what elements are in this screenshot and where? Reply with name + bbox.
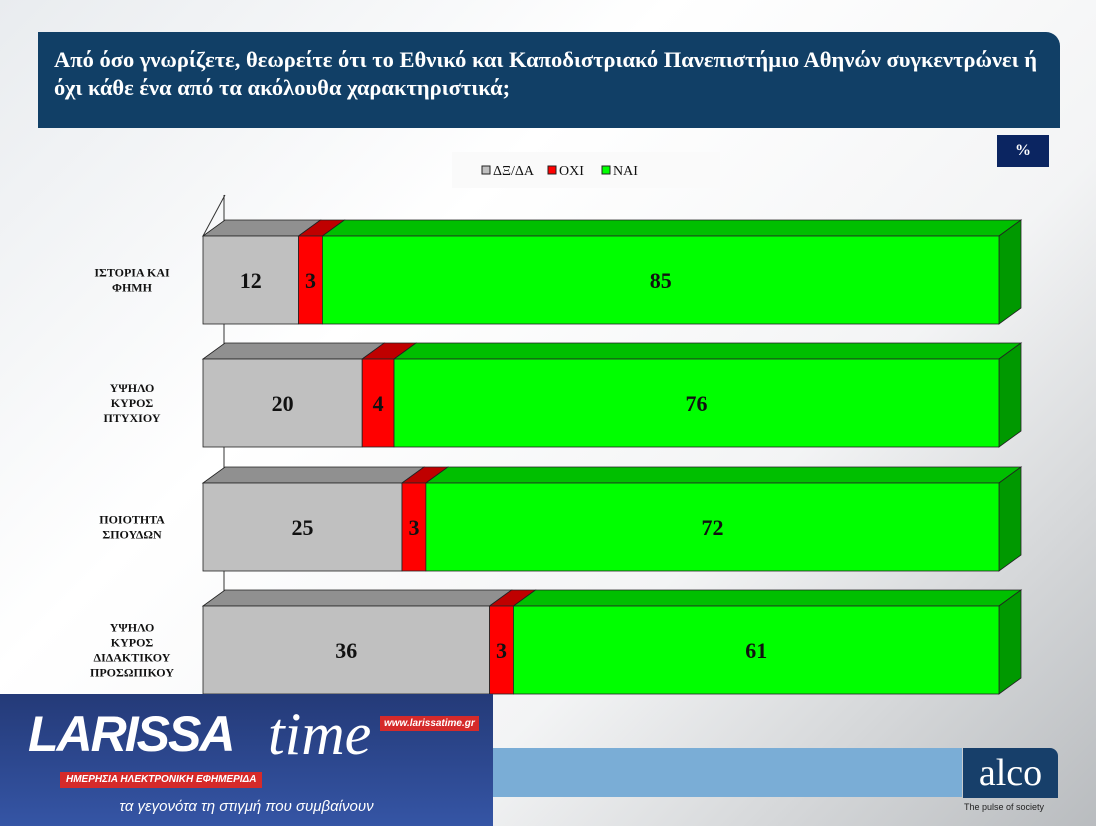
bar-side-face xyxy=(998,466,1022,572)
data-label: 72 xyxy=(701,515,723,540)
legend-swatch xyxy=(481,165,491,175)
unit-badge: % xyxy=(997,135,1049,167)
bar-top-face xyxy=(512,589,1023,607)
bars: 12 3 85 20 4 76 25 3 72 36 3 61 xyxy=(201,219,1023,695)
bar-top-face xyxy=(201,589,513,607)
category-label: ΥΨΗΛΟ xyxy=(110,621,155,635)
legend-swatch xyxy=(547,165,557,175)
bar-segment xyxy=(202,358,363,448)
bar-segment xyxy=(202,605,490,695)
bar-top-face xyxy=(321,219,1023,237)
logo-text: LARISSA xyxy=(28,706,235,762)
data-label: 36 xyxy=(335,638,357,663)
logo-url[interactable]: www.larissatime.gr xyxy=(380,716,479,731)
alco-tagline: The pulse of society xyxy=(964,802,1045,812)
bar-segment xyxy=(321,235,1000,325)
category-label: ΚΥΡΟΣ xyxy=(111,636,154,650)
footer-band xyxy=(492,748,962,797)
larissatime-logo: LARISSA time www.larissatime.gr ΗΜΕΡΗΣΙΑ… xyxy=(0,694,493,826)
bar-top-face xyxy=(201,342,386,360)
category-label: ΥΨΗΛΟ xyxy=(110,381,155,395)
data-label: 3 xyxy=(496,638,507,663)
bar-segment xyxy=(393,358,1000,448)
bar-top-face xyxy=(392,342,1023,360)
bar-segment xyxy=(361,358,395,448)
bar-segment xyxy=(513,605,1000,695)
category-label: ΔΙΔΑΚΤΙΚΟΥ xyxy=(94,651,171,665)
legend-swatch xyxy=(601,165,611,175)
legend-label: ΝΑΙ xyxy=(613,164,638,179)
category-label: ΙΣΤΟΡΙΑ ΚΑΙ xyxy=(94,266,170,280)
chart-title: Από όσο γνωρίζετε, θεωρείτε ότι το Εθνικ… xyxy=(38,32,1060,128)
data-label: 20 xyxy=(272,391,294,416)
category-label: ΣΠΟΥΔΩΝ xyxy=(102,528,162,542)
logo-tagline: τα γεγονότα τη στιγμή που συμβαίνουν xyxy=(119,798,374,815)
category-label: ΠΡΟΣΩΠΙΚΟΥ xyxy=(90,666,174,680)
data-label: 61 xyxy=(745,638,767,663)
category-label: ΦΗΜΗ xyxy=(112,281,153,295)
category-label: ΠΟΙΟΤΗΤΑ xyxy=(99,513,165,527)
logo-time: time xyxy=(268,701,372,767)
data-label: 76 xyxy=(686,391,708,416)
bar-segment xyxy=(202,482,403,572)
legend-box xyxy=(452,152,720,188)
data-label: 25 xyxy=(292,515,314,540)
data-label: 3 xyxy=(305,268,316,293)
legend-label: ΔΞ/ΔΑ xyxy=(493,164,535,179)
bar-top-face xyxy=(201,466,426,484)
bar-top-face xyxy=(424,466,1023,484)
bar-segment xyxy=(425,482,1000,572)
legend-label: ΟΧΙ xyxy=(559,164,584,179)
bar-side-face xyxy=(998,589,1022,695)
logo-subtitle: ΗΜΕΡΗΣΙΑ ΗΛΕΚΤΡΟΝΙΚΗ ΕΦΗΜΕΡΙΔΑ xyxy=(60,772,263,788)
data-label: 85 xyxy=(650,268,672,293)
bar-side-face xyxy=(998,342,1022,448)
category-label: ΠΤΥΧΙΟΥ xyxy=(103,411,160,425)
bar-side-face xyxy=(998,219,1022,325)
data-label: 3 xyxy=(408,515,419,540)
category-label: ΚΥΡΟΣ xyxy=(111,396,154,410)
axis-depth-line xyxy=(202,194,226,237)
category-labels: ΙΣΤΟΡΙΑ ΚΑΙΦΗΜΗΥΨΗΛΟΚΥΡΟΣΠΤΥΧΙΟΥΠΟΙΟΤΗΤΑ… xyxy=(90,266,174,680)
legend: ΔΞ/ΔΑ ΟΧΙ ΝΑΙ xyxy=(452,152,720,188)
data-label: 4 xyxy=(373,391,384,416)
alco-logo: alco xyxy=(963,748,1058,798)
data-label: 12 xyxy=(240,268,262,293)
